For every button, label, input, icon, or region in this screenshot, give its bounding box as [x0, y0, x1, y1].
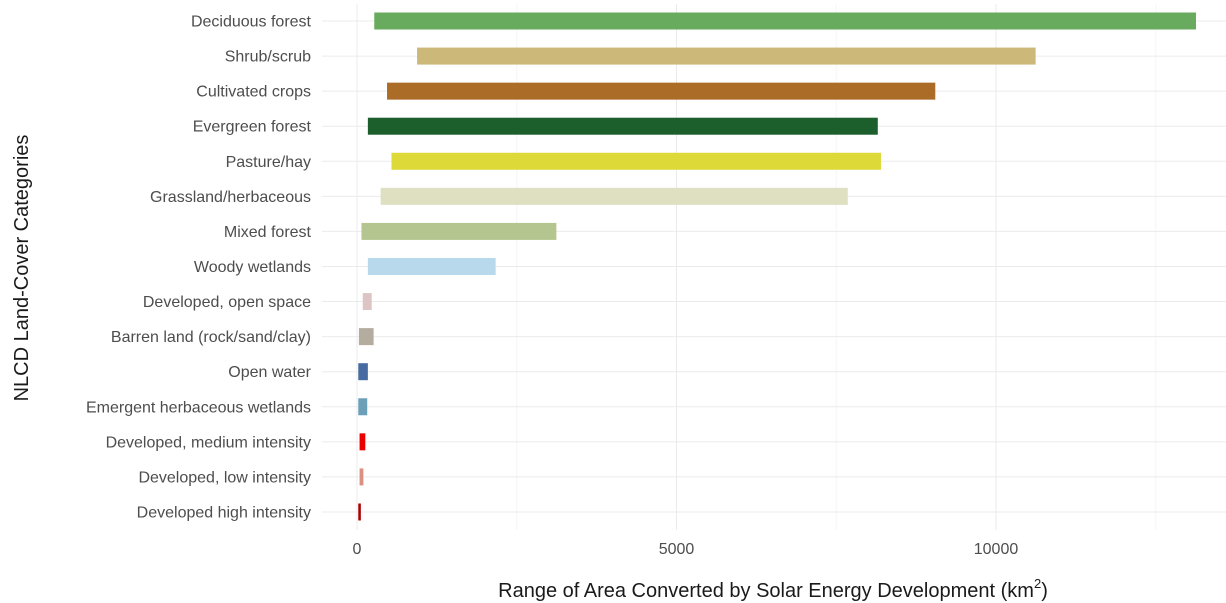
y-axis-title: NLCD Land-Cover Categories — [11, 135, 33, 402]
bar — [359, 468, 364, 486]
category-label: Pasture/hay — [226, 154, 311, 171]
category-label: Barren land (rock/sand/clay) — [111, 329, 311, 346]
bar — [367, 257, 496, 275]
bar — [361, 222, 557, 240]
bar — [358, 398, 368, 416]
category-label: Cultivated crops — [196, 84, 311, 101]
x-axis-title-main: Range of Area Converted by Solar Energy … — [498, 580, 1034, 602]
x-tick-label: 5000 — [659, 541, 695, 558]
category-label: Mixed forest — [224, 224, 312, 241]
category-label: Developed high intensity — [137, 504, 311, 521]
bar — [359, 433, 366, 451]
bar — [374, 12, 1197, 30]
bar — [358, 503, 361, 521]
category-label: Developed, open space — [143, 294, 311, 311]
category-labels: Deciduous forest Shrub/scrub Cultivated cr… — [86, 14, 312, 522]
bar — [387, 82, 936, 100]
x-tick-label: 0 — [353, 541, 362, 558]
category-label: Developed, low intensity — [138, 469, 311, 486]
category-label: Emergent herbaceous wetlands — [86, 399, 311, 416]
category-label: Developed, medium intensity — [106, 434, 311, 451]
x-axis-title-suffix: ) — [1041, 580, 1048, 602]
bars — [358, 12, 1197, 521]
category-label: Woody wetlands — [194, 259, 311, 276]
x-tick-label: 10000 — [974, 541, 1019, 558]
category-label: Evergreen forest — [193, 119, 312, 136]
bar — [417, 47, 1036, 65]
x-axis-title: Range of Area Converted by Solar Energy … — [498, 576, 1048, 602]
category-label: Open water — [228, 364, 311, 381]
category-label: Shrub/scrub — [225, 49, 311, 66]
bar — [380, 187, 848, 205]
bar — [391, 152, 881, 170]
bar — [362, 293, 372, 311]
bar — [358, 363, 368, 381]
bar — [367, 117, 878, 135]
x-tick-labels: 0 5000 10000 — [353, 541, 1019, 558]
category-label: Grassland/herbaceous — [150, 189, 311, 206]
bar — [358, 328, 374, 346]
category-label: Deciduous forest — [191, 14, 312, 31]
x-axis-title-superscript: 2 — [1034, 576, 1041, 591]
